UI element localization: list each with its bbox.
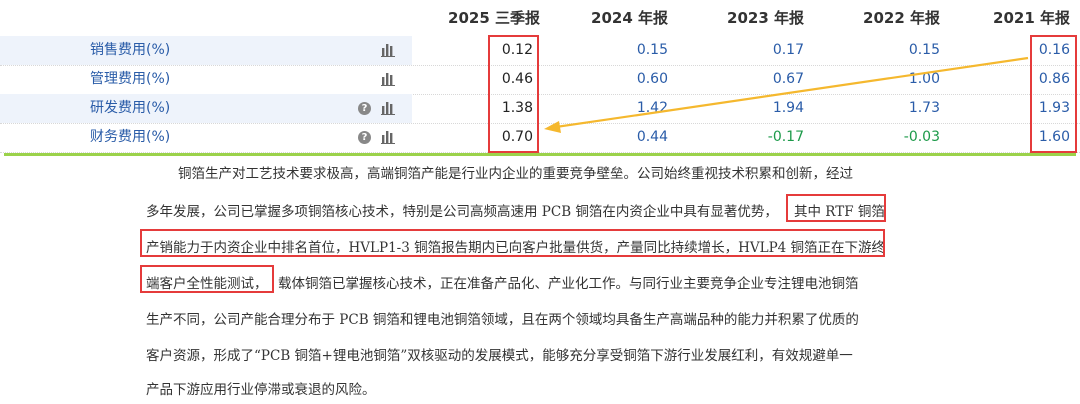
table-row: 研发费用(%) ? 1.38 1.42 1.94 1.73 1.93 [0, 94, 1080, 124]
column-header: 2021 年报 [993, 9, 1070, 27]
row-label-cell: 销售费用(%) [0, 36, 412, 65]
row-label-cell: 管理费用(%) [0, 65, 412, 94]
row-label-cell: 财务费用(%) ? [0, 123, 412, 152]
paragraph-line: 多年发展，公司已掌握多项铜箔核心技术，特别是公司高频高速用 PCB 铜箔在内资企… [146, 204, 778, 220]
bar-chart-icon[interactable] [381, 101, 395, 115]
table-cell: 0.67 [772, 71, 804, 87]
highlight-box-text [786, 194, 886, 222]
column-header: 2024 年报 [591, 9, 668, 27]
highlight-box-2021 [1030, 35, 1077, 153]
table-cell: 1.93 [1038, 100, 1070, 116]
column-header: 2025 三季报 [448, 9, 540, 27]
row-label-cell: 研发费用(%) ? [0, 94, 412, 123]
row-label[interactable]: 研发费用(%) [90, 100, 171, 116]
paragraph-line-highlighted: 产销能力于内资企业中排名首位，HVLP1-3 铜箔报告期内已向客户批量供货，产量… [146, 240, 886, 256]
table-cell: 1.38 [501, 100, 533, 116]
row-label[interactable]: 财务费用(%) [90, 129, 171, 145]
table-cell: 0.16 [1038, 42, 1070, 58]
table-cell: 1.73 [908, 100, 940, 116]
table-cell: 0.15 [908, 42, 940, 58]
bar-chart-icon[interactable] [381, 43, 395, 57]
table-cell: 0.12 [501, 42, 533, 58]
table-cell: 1.94 [772, 100, 804, 116]
highlight-box-text [140, 229, 885, 257]
paragraph-line: 铜箔生产对工艺技术要求极高，高端铜箔产能是行业内企业的重要竞争壁垒。公司始终重视… [178, 166, 853, 182]
column-header: 2023 年报 [727, 9, 804, 27]
table-cell: 0.86 [1038, 71, 1070, 87]
table-row: 管理费用(%) 0.46 0.60 0.67 1.00 0.86 [0, 65, 1080, 95]
table-cell: 1.60 [1038, 129, 1070, 145]
document-body: 铜箔生产对工艺技术要求极高，高端铜箔产能是行业内企业的重要竞争壁垒。公司始终重视… [0, 156, 1080, 404]
table-cell: 0.70 [501, 129, 533, 145]
table-row: 销售费用(%) 0.12 0.15 0.17 0.15 0.16 [0, 36, 1080, 66]
paragraph-line: 载体铜箔已掌握核心技术，正在准备产品化、产业化工作。与同行业主要竞争企业专注锂电… [278, 276, 859, 292]
table-cell: 0.15 [636, 42, 668, 58]
highlight-box-text [140, 265, 274, 293]
help-icon[interactable]: ? [358, 131, 371, 144]
table-row: 财务费用(%) ? 0.70 0.44 -0.17 -0.03 1.60 [0, 123, 1080, 153]
paragraph-line-highlighted: 其中 RTF 铜箔 [794, 204, 885, 220]
paragraph-line-highlighted: 端客户全性能测试， [146, 276, 268, 292]
bar-chart-icon[interactable] [381, 72, 395, 86]
table-header-row: 2025 三季报 2024 年报 2023 年报 2022 年报 2021 年报 [0, 0, 1080, 36]
column-header: 2022 年报 [863, 9, 940, 27]
paragraph-line: 生产不同，公司产能合理分布于 PCB 铜箔和锂电池铜箔领域，且在两个领域均具备生… [146, 312, 859, 328]
comparison-arrow-icon [544, 56, 1029, 133]
paragraph-line: 产品下游应用行业停滞或衰退的风险。 [146, 382, 376, 398]
table-cell: -0.03 [903, 129, 940, 145]
highlight-box-2025 [488, 35, 539, 153]
table-cell: 0.46 [501, 71, 533, 87]
help-icon[interactable]: ? [358, 102, 371, 115]
table-cell: -0.17 [767, 129, 804, 145]
table-cell: 0.60 [636, 71, 668, 87]
row-label[interactable]: 销售费用(%) [90, 42, 171, 58]
section-divider [4, 153, 1076, 156]
table-cell: 0.44 [636, 129, 668, 145]
bar-chart-icon[interactable] [381, 130, 395, 144]
financial-ratio-table: 2025 三季报 2024 年报 2023 年报 2022 年报 2021 年报… [0, 0, 1080, 156]
table-cell: 0.17 [772, 42, 804, 58]
paragraph-line: 客户资源，形成了“PCB 铜箔+锂电池铜箔”双核驱动的发展模式，能够充分享受铜箔… [146, 348, 853, 364]
row-label[interactable]: 管理费用(%) [90, 71, 171, 87]
